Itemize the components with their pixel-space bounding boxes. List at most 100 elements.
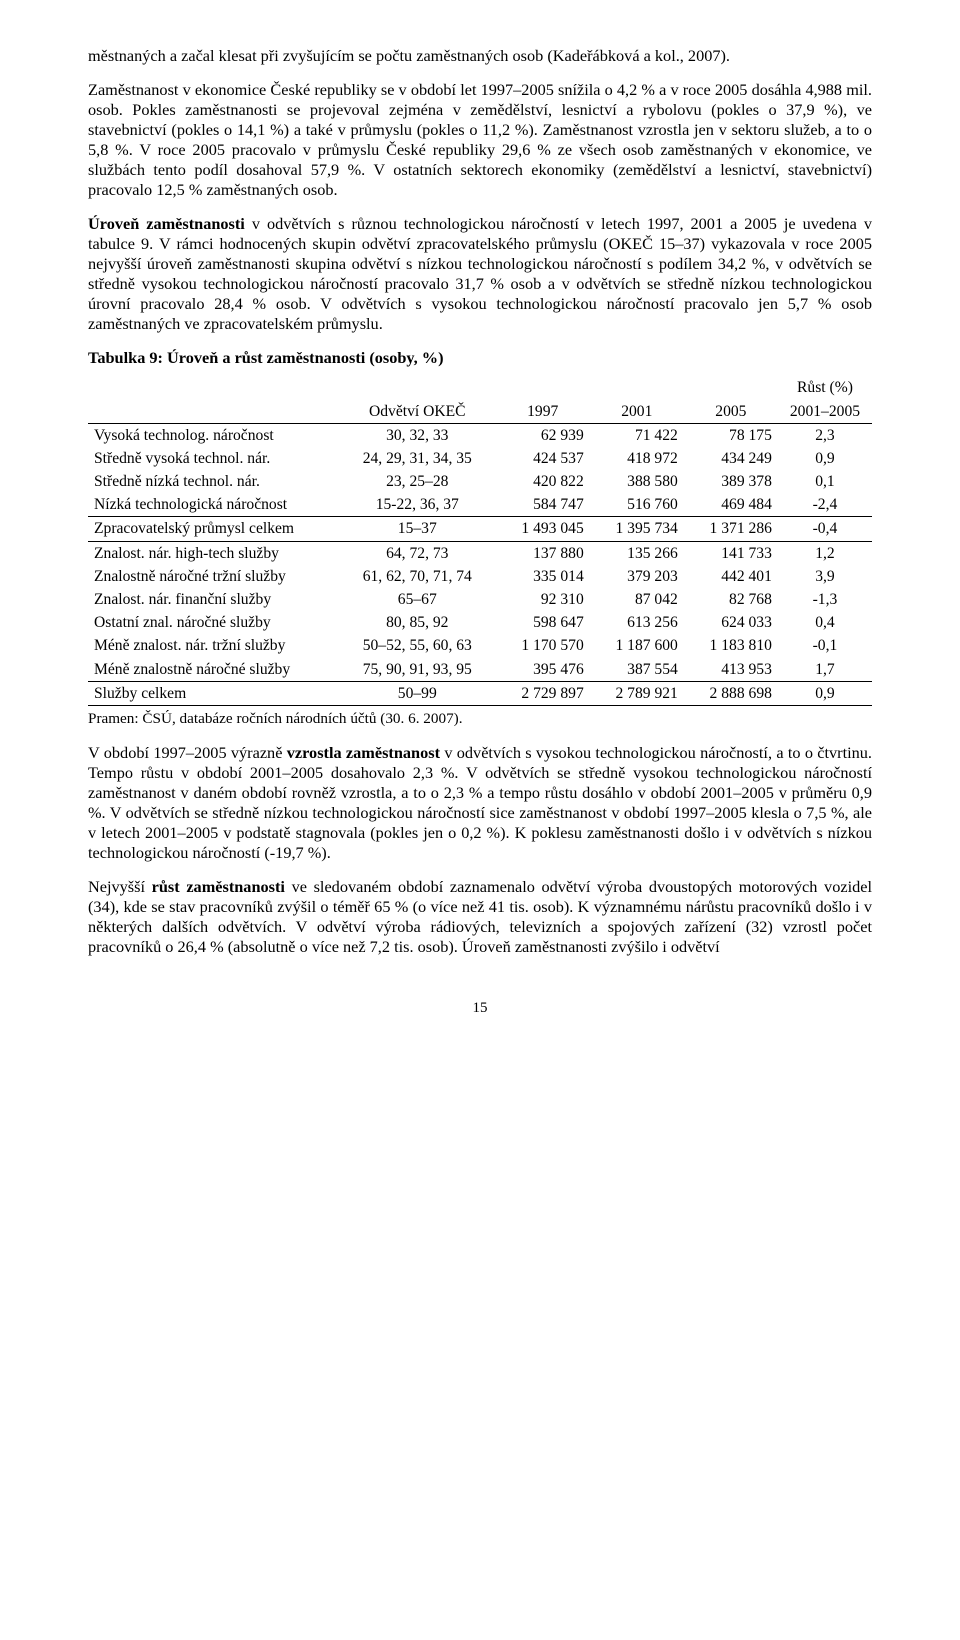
table-cell: 2 729 897 <box>496 681 590 705</box>
table-cell: 0,9 <box>778 447 872 470</box>
table-cell: 584 747 <box>496 493 590 517</box>
table-cell: 15–37 <box>339 517 496 541</box>
table-cell: 379 203 <box>590 565 684 588</box>
table-cell: 420 822 <box>496 470 590 493</box>
table-cell: 2 789 921 <box>590 681 684 705</box>
table-cell: 1 493 045 <box>496 517 590 541</box>
table-cell: 78 175 <box>684 423 778 447</box>
table-cell: 1 183 810 <box>684 634 778 657</box>
th-1997: 1997 <box>496 400 590 424</box>
table-cell: Znalostně náročné tržní služby <box>88 565 339 588</box>
table-cell: -1,3 <box>778 588 872 611</box>
table-cell: 0,9 <box>778 681 872 705</box>
table-cell: 50–99 <box>339 681 496 705</box>
th-growth-top: Růst (%) <box>778 376 872 399</box>
bold-span: růst zaměstnanosti <box>152 877 285 896</box>
table-cell: 418 972 <box>590 447 684 470</box>
table-cell: -0,1 <box>778 634 872 657</box>
th-blank <box>590 376 684 399</box>
table-cell: 424 537 <box>496 447 590 470</box>
table-cell: Méně znalostně náročné služby <box>88 658 339 682</box>
table-cell: 395 476 <box>496 658 590 682</box>
table-cell: Ostatní znal. náročné služby <box>88 611 339 634</box>
table-cell: 62 939 <box>496 423 590 447</box>
table-body: Vysoká technolog. náročnost30, 32, 3362 … <box>88 423 872 705</box>
table-row: Znalost. nár. finanční služby65–6792 310… <box>88 588 872 611</box>
table-row: Středně nízká technol. nár.23, 25–28420 … <box>88 470 872 493</box>
table-cell: 71 422 <box>590 423 684 447</box>
table-row: Znalostně náročné tržní služby61, 62, 70… <box>88 565 872 588</box>
th-blank <box>88 376 339 399</box>
table-cell: -0,4 <box>778 517 872 541</box>
table-cell: 135 266 <box>590 541 684 565</box>
table-cell: 92 310 <box>496 588 590 611</box>
table-cell: Vysoká technolog. náročnost <box>88 423 339 447</box>
th-2001: 2001 <box>590 400 684 424</box>
table-row: Ostatní znal. náročné služby80, 85, 9259… <box>88 611 872 634</box>
table-cell: 0,1 <box>778 470 872 493</box>
table-row: Středně vysoká technol. nár.24, 29, 31, … <box>88 447 872 470</box>
table-cell: 23, 25–28 <box>339 470 496 493</box>
table-cell: 87 042 <box>590 588 684 611</box>
table-cell: 434 249 <box>684 447 778 470</box>
th-2005: 2005 <box>684 400 778 424</box>
text-span: V období 1997–2005 výrazně <box>88 743 287 762</box>
table-cell: 2,3 <box>778 423 872 447</box>
table-cell: 388 580 <box>590 470 684 493</box>
paragraph-3: Úroveň zaměstnanosti v odvětvích s různo… <box>88 214 872 334</box>
table-header-row-2: Odvětví OKEČ 1997 2001 2005 2001–2005 <box>88 400 872 424</box>
table-row: Služby celkem50–992 729 8972 789 9212 88… <box>88 681 872 705</box>
table-cell: 1 187 600 <box>590 634 684 657</box>
table-cell: 50–52, 55, 60, 63 <box>339 634 496 657</box>
table-cell: 15-22, 36, 37 <box>339 493 496 517</box>
table-cell: 1 371 286 <box>684 517 778 541</box>
table-title: Tabulka 9: Úroveň a růst zaměstnanosti (… <box>88 348 872 368</box>
table-cell: Znalost. nár. high-tech služby <box>88 541 339 565</box>
th-blank <box>339 376 496 399</box>
table-cell: 613 256 <box>590 611 684 634</box>
table-cell: 80, 85, 92 <box>339 611 496 634</box>
text-span: Nejvyšší <box>88 877 152 896</box>
table-cell: 413 953 <box>684 658 778 682</box>
table-row: Vysoká technolog. náročnost30, 32, 3362 … <box>88 423 872 447</box>
table-cell: 30, 32, 33 <box>339 423 496 447</box>
table-row: Znalost. nár. high-tech služby64, 72, 73… <box>88 541 872 565</box>
table-cell: 82 768 <box>684 588 778 611</box>
table-cell: 442 401 <box>684 565 778 588</box>
table-cell: 64, 72, 73 <box>339 541 496 565</box>
table-cell: 75, 90, 91, 93, 95 <box>339 658 496 682</box>
bold-span: vzrostla zaměstnanost <box>287 743 440 762</box>
table-cell: Znalost. nár. finanční služby <box>88 588 339 611</box>
table-cell: 24, 29, 31, 34, 35 <box>339 447 496 470</box>
table-row: Nízká technologická náročnost15-22, 36, … <box>88 493 872 517</box>
table-cell: 137 880 <box>496 541 590 565</box>
table-source-note: Pramen: ČSÚ, databáze ročních národních … <box>88 710 872 729</box>
table-cell: 1 170 570 <box>496 634 590 657</box>
table-row: Méně znalost. nár. tržní služby50–52, 55… <box>88 634 872 657</box>
table-cell: Středně nízká technol. nár. <box>88 470 339 493</box>
paragraph-6: Nejvyšší růst zaměstnanosti ve sledované… <box>88 877 872 957</box>
table-cell: 387 554 <box>590 658 684 682</box>
table-cell: 1 395 734 <box>590 517 684 541</box>
table-cell: 516 760 <box>590 493 684 517</box>
th-growth-bot: 2001–2005 <box>778 400 872 424</box>
table-header-row-1: Růst (%) <box>88 376 872 399</box>
table-cell: 598 647 <box>496 611 590 634</box>
table-cell: Služby celkem <box>88 681 339 705</box>
table-cell: 3,9 <box>778 565 872 588</box>
table-cell: 0,4 <box>778 611 872 634</box>
table-cell: -2,4 <box>778 493 872 517</box>
page-number: 15 <box>88 999 872 1017</box>
th-okec: Odvětví OKEČ <box>339 400 496 424</box>
th-blank <box>684 376 778 399</box>
table-cell: 141 733 <box>684 541 778 565</box>
table-cell: 624 033 <box>684 611 778 634</box>
table-cell: 335 014 <box>496 565 590 588</box>
table-cell: 469 484 <box>684 493 778 517</box>
table-cell: 65–67 <box>339 588 496 611</box>
paragraph-5: V období 1997–2005 výrazně vzrostla zamě… <box>88 743 872 863</box>
table-row: Méně znalostně náročné služby75, 90, 91,… <box>88 658 872 682</box>
table-cell: 61, 62, 70, 71, 74 <box>339 565 496 588</box>
document-page: městnaných a začal klesat při zvyšujícím… <box>0 0 960 1640</box>
table-cell: 389 378 <box>684 470 778 493</box>
